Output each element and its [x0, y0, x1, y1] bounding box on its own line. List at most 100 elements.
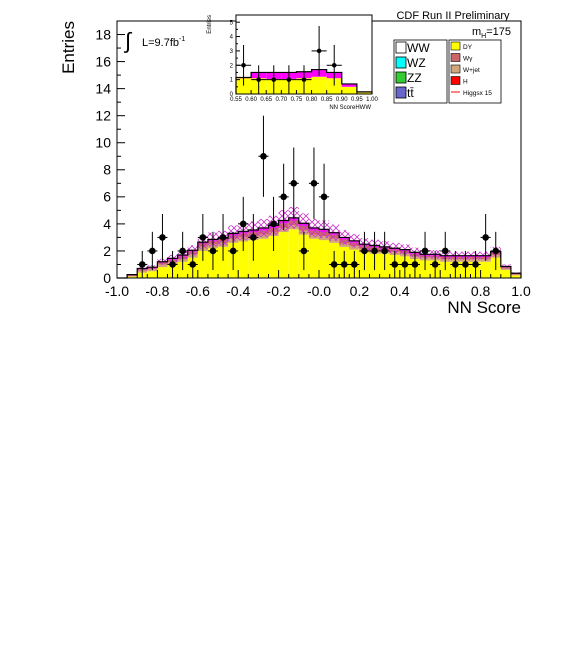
inset-plot: 0.55 0.60 0.65 0.70 0.75 0.80 0.85 0.90 0.95 1.00…	[230, 14, 378, 103]
legend-swatch	[395, 41, 407, 54]
main-bar-dy	[500, 269, 511, 278]
inset-frame	[235, 14, 373, 95]
higgs-mass-value: =175	[486, 26, 511, 38]
main-data-point	[260, 152, 267, 160]
run-label: CDF Run II Preliminary	[396, 10, 510, 22]
legend-swatch	[450, 41, 461, 51]
main-bar-dy	[268, 236, 279, 278]
main-data-point	[452, 261, 459, 268]
inset-data-point	[331, 62, 337, 68]
main-data-point	[411, 261, 419, 268]
main-data-point	[381, 247, 388, 255]
main-bar-wjet	[157, 264, 168, 268]
main-data-point	[441, 247, 449, 255]
main-x-axis-title: NN Score	[447, 298, 521, 317]
main-bar-dy	[238, 241, 249, 278]
main-data-point	[169, 261, 176, 268]
inset-x-tick-label: 1.00	[366, 97, 378, 103]
main-bar-wjet	[319, 236, 330, 241]
main-data-point	[472, 261, 479, 268]
main-data-point	[229, 247, 237, 255]
main-bar-dy	[319, 240, 330, 278]
main-x-tick-label: -1.0	[105, 283, 129, 299]
main-bar-w	[127, 275, 138, 276]
main-x-tick-label: 0.4	[390, 283, 410, 299]
main-data-point	[421, 247, 429, 255]
inset-y-tick-label: 5	[230, 20, 234, 26]
main-bar-dy	[218, 246, 229, 278]
legend-swatch	[395, 71, 407, 84]
legend-label: W+jet	[463, 67, 480, 74]
main-y-tick-label: 4	[103, 216, 111, 232]
main-x-tick-label: -0.6	[186, 283, 210, 299]
main-y-tick-label: 18	[95, 26, 111, 42]
main-bar-wjet	[147, 269, 158, 272]
inset-x-tick-label: 0.75	[291, 97, 303, 103]
main-data-point	[138, 261, 146, 268]
legend-label: H	[463, 79, 468, 86]
inset-data-point	[256, 77, 261, 82]
main-y-tick-label: 14	[95, 81, 111, 97]
main-bar-wjet	[510, 274, 521, 276]
main-data-point	[199, 234, 207, 241]
inset-data-point	[241, 62, 246, 68]
legend-label: Higgsx 15	[463, 90, 492, 97]
legend-swatch	[395, 86, 407, 99]
inset-bar-dy	[356, 92, 372, 94]
main-bar-dy	[258, 238, 269, 278]
inset-x-tick-label: 0.95	[351, 97, 363, 103]
inset-bar-dy	[341, 86, 357, 94]
inset-y-tick-label: 3	[230, 49, 234, 55]
main-bar-dy	[278, 232, 289, 278]
main-x-tick-label: 0.8	[471, 283, 491, 299]
main-data-point	[351, 261, 358, 268]
main-data-point	[300, 247, 308, 255]
legend-label: WW	[407, 41, 430, 55]
main-data-point	[159, 234, 166, 241]
legend-swatch	[450, 76, 461, 85]
inset-data-point	[301, 77, 307, 82]
inset-bar-dy	[311, 76, 327, 94]
inset-x-axis-title: NN ScoreHWW	[329, 105, 371, 111]
inset-x-tick-label: 0.90	[336, 97, 348, 103]
main-x-tick-label: -0.2	[267, 283, 291, 299]
main-bar-wjet	[127, 275, 138, 277]
integral-sign: ∫	[123, 28, 133, 53]
main-y-tick-label: 10	[95, 135, 111, 151]
main-data-point	[280, 193, 287, 201]
main-data-point	[482, 234, 489, 241]
legend-label: tt̄	[407, 86, 414, 100]
main-data-point	[361, 247, 368, 255]
inset-bar-higgsx15	[341, 83, 357, 87]
main-data-point	[492, 247, 500, 255]
main-x-tick-label: -0.0	[307, 283, 331, 299]
main-bar-dy	[197, 250, 208, 278]
inset-y-tick-label: 2	[230, 63, 234, 69]
inset-x-tick-label: 0.55	[230, 97, 242, 103]
inset-bar-dy	[236, 78, 252, 94]
main-y-tick-label: 2	[103, 243, 111, 259]
inset-y-axis-title: Entries	[207, 15, 213, 34]
inset-data-point	[316, 48, 322, 54]
main-data-point	[270, 220, 277, 228]
inset-data-point	[286, 77, 292, 82]
main-data-point	[219, 234, 227, 241]
main-data-point	[320, 193, 328, 201]
legend-label: DY	[463, 44, 473, 51]
main-data-point	[250, 234, 257, 241]
main-data-point	[209, 247, 217, 255]
higgs-mass-label: mH=175	[472, 26, 511, 40]
legend-label: ZZ	[407, 71, 422, 85]
main-data-point	[371, 247, 378, 255]
main-x-tick-label: 1.0	[511, 283, 531, 299]
higgs-mass-subscript: H	[481, 33, 486, 40]
inset-data-point	[271, 77, 277, 82]
main-x-tick-label: 0.2	[350, 283, 370, 299]
inset-y-tick-label: 0	[230, 92, 234, 98]
main-data-point	[391, 261, 399, 268]
legend-swatch	[450, 53, 461, 62]
main-bar-dy	[510, 275, 521, 278]
legend-swatch	[450, 64, 461, 74]
main-data-point	[310, 180, 318, 187]
